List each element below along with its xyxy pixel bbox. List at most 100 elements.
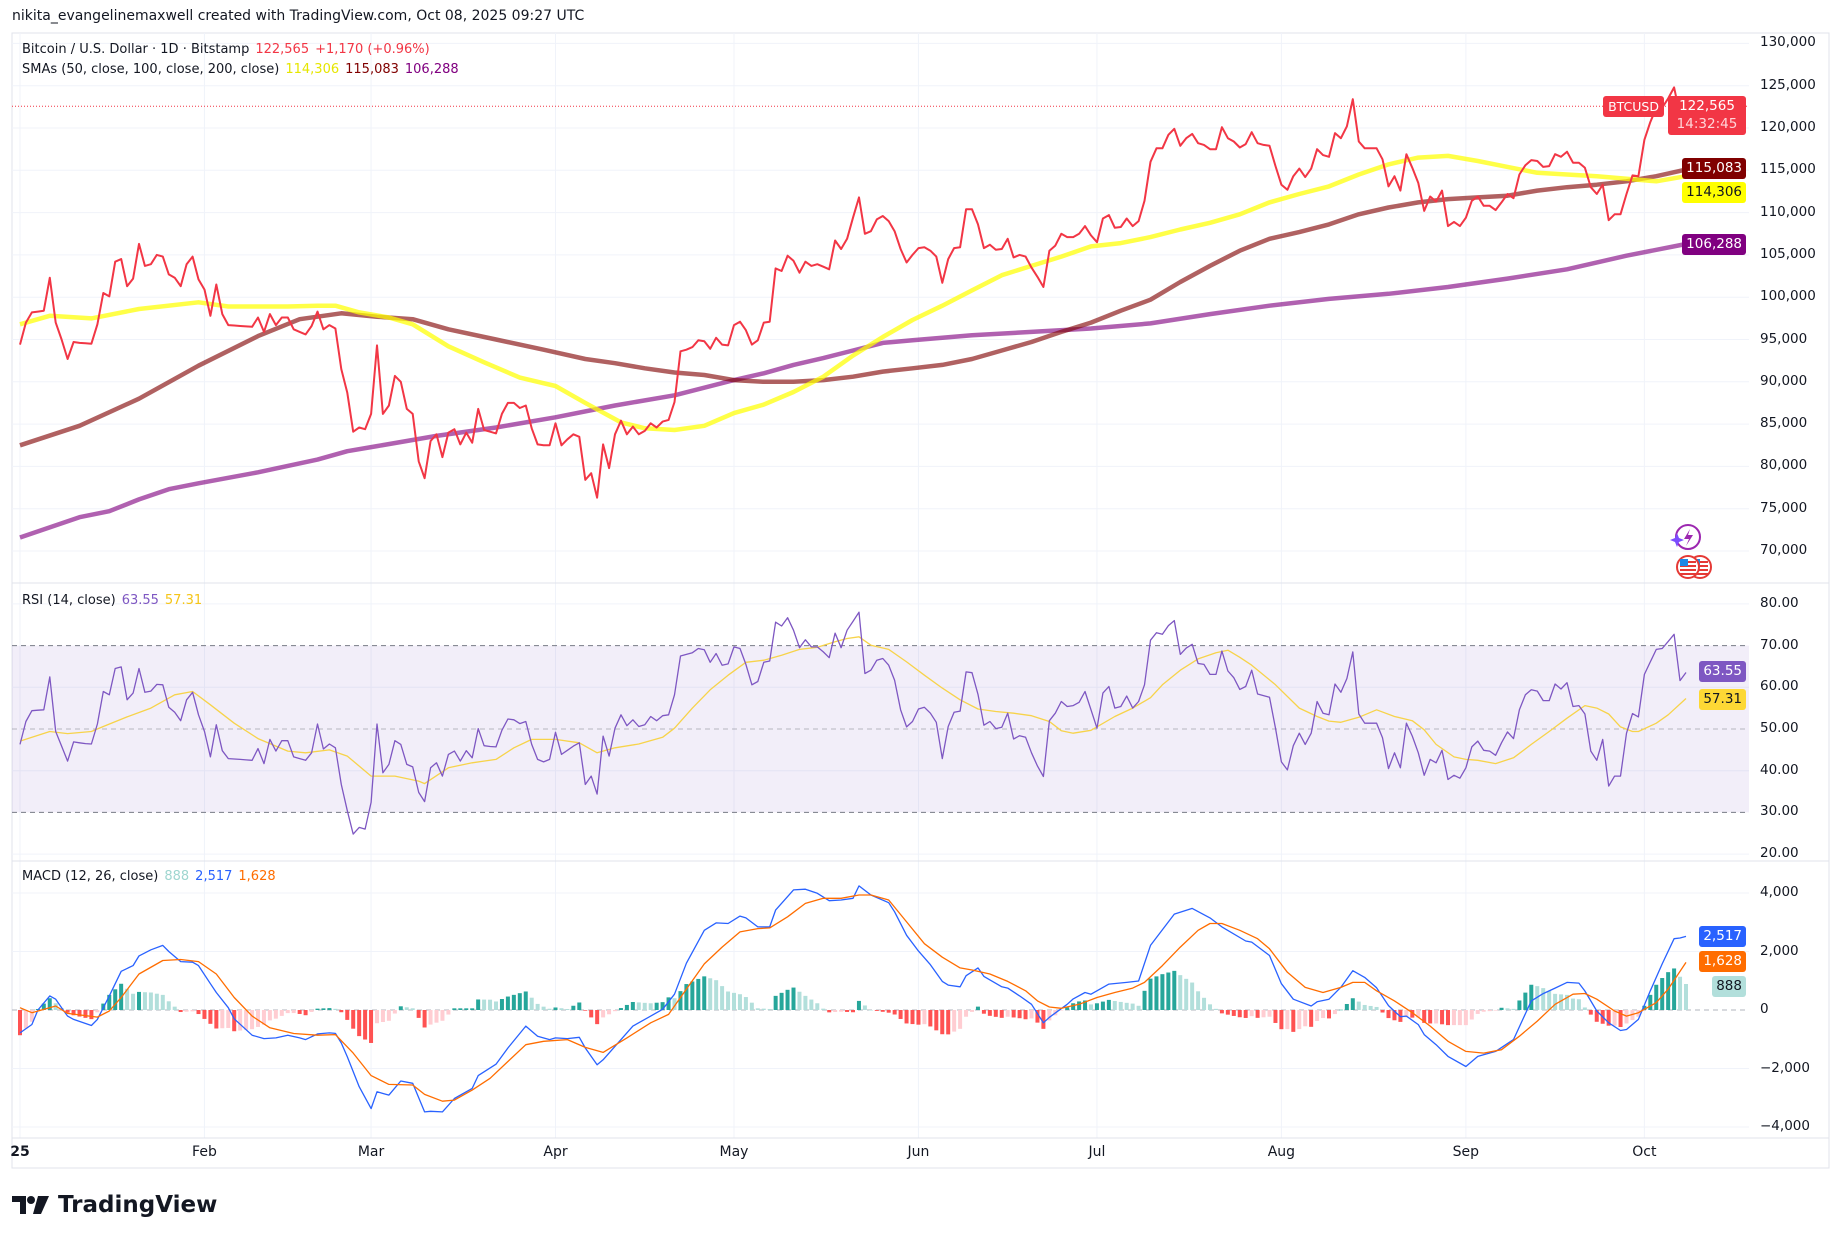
macd-histogram-bar [1654,984,1659,1010]
macd-histogram-bar [1303,1010,1308,1027]
macd-histogram-bar [1327,1010,1331,1019]
macd-histogram-bar [1148,978,1153,1010]
macd-histogram-bar [648,1003,653,1010]
macd-histogram-bar [267,1010,272,1021]
macd-histogram-bar [934,1010,939,1031]
macd-histogram-bar [95,1010,100,1013]
macd-line [19,885,1687,1113]
macd-histogram-bar [214,1010,219,1029]
macd-histogram-bar [178,1010,183,1013]
macd-histogram-bar [1029,1010,1034,1019]
macd-histogram-bar [1291,1010,1296,1032]
macd-histogram-bar [1017,1010,1022,1019]
rsi-tick-label: 60.00 [1760,678,1799,695]
macd-histogram-bar [1321,1010,1326,1019]
macd-tick-label: 4,000 [1760,884,1799,900]
macd-histogram-bar [1202,997,1207,1010]
macd-histogram-bar [1570,998,1575,1010]
macd-histogram-bar [541,1006,546,1010]
rsi-tick-label: 30.00 [1760,803,1799,820]
macd-histogram-bar [1618,1010,1623,1027]
price-tick-label: 105,000 [1760,245,1816,262]
macd-histogram-bar [583,1010,588,1011]
macd-histogram-bar [244,1010,249,1030]
macd-histogram-bar [868,1010,873,1011]
macd-histogram-bar [1541,988,1546,1010]
macd-histogram-bar [1481,1010,1486,1012]
macd-histogram-bar [1231,1010,1236,1016]
macd-histogram-bar [702,976,707,1010]
rsi-tick-label: 40.00 [1760,761,1799,778]
price-tick-label: 115,000 [1760,161,1816,178]
macd-histogram-bar [1243,1010,1248,1018]
macd-histogram-bar [672,998,677,1010]
macd-histogram-bar [1511,1008,1516,1010]
macd-histogram-bar [220,1010,225,1029]
macd-histogram-bar [1041,1010,1046,1029]
price-change: +1,170 (+0.96%) [315,42,430,57]
macd-histogram-bar [1089,1004,1093,1010]
macd-histogram-bar [339,1010,344,1013]
macd-histogram-bar [196,1010,201,1015]
macd-histogram-bar [464,1008,469,1010]
macd-histogram-bar [1648,994,1653,1010]
macd-histogram-bar [1356,1001,1361,1010]
macd-histogram-bar [422,1010,427,1028]
macd-histogram-bar [720,986,725,1010]
macd-histogram-bar [333,1008,338,1010]
macd-histogram-bar [732,992,736,1010]
macd-histogram-bar [1315,1010,1320,1021]
macd-histogram-bar [636,1002,641,1010]
rsi-ma-value: 57.31 [164,593,203,608]
macd-histogram-bar [803,995,808,1010]
sma-legend[interactable]: SMAs (50, close, 100, close, 200, close)… [22,62,465,77]
macd-histogram-bar [856,1000,861,1010]
price-tick-label: 95,000 [1760,330,1808,347]
macd-tick-label: 0 [1760,1001,1769,1017]
rsi-ma-tag: 57.31 [1699,689,1746,710]
macd-histogram-bar [916,1010,921,1025]
macd-legend[interactable]: MACD (12, 26, close) 888 2,517 1,628 [22,869,282,884]
macd-histogram-bar [202,1010,207,1019]
macd-histogram-bar [535,1003,540,1010]
rsi-line [19,611,1687,835]
macd-histogram-bar [208,1010,213,1024]
rsi-tick-label: 20.00 [1760,845,1799,862]
macd-histogram-bar [767,1008,772,1010]
macd-histogram-bar [696,978,701,1010]
rsi-legend[interactable]: RSI (14, close) 63.55 57.31 [22,593,208,608]
tradingview-logo[interactable]: TradingView [12,1192,217,1218]
macd-histogram-bar [345,1010,350,1020]
rsi-tick-label: 80.00 [1760,594,1799,611]
macd-histogram-bar [1606,1010,1611,1026]
macd-tick-label: −2,000 [1760,1059,1810,1076]
sma100-value: 115,083 [345,62,399,77]
macd-histogram-bar [47,998,52,1010]
macd-histogram-bar [154,993,159,1010]
macd-histogram-bar [184,1010,189,1012]
price-legend[interactable]: Bitcoin / U.S. Dollar · 1D · Bitstamp 122… [22,42,436,57]
macd-histogram-bar [327,1008,332,1010]
macd-histogram-bar [833,1010,838,1013]
macd-histogram-bar [1059,1010,1064,1011]
price-tick-label: 75,000 [1760,499,1808,516]
macd-histogram-bar [321,1008,326,1010]
macd-histogram-bar [660,1002,665,1010]
macd-histogram-bar [1499,1007,1504,1010]
x-tick-label: Jun [907,1144,930,1160]
rsi-tick-label: 50.00 [1760,720,1799,736]
macd-histogram-bar [398,1006,403,1010]
macd-histogram-bar [958,1010,963,1029]
macd-histogram-bar [131,993,136,1010]
macd-histogram-bar [1130,1003,1135,1010]
macd-histogram-bar [511,994,516,1010]
sma50-tag: 114,306 [1682,182,1746,203]
macd-histogram-bar [1136,1005,1141,1010]
macd-histogram-bar [291,1010,296,1014]
macd-histogram-bar [779,992,784,1010]
macd-histogram-bar [297,1010,302,1014]
price-line [19,86,1687,499]
macd-histogram-bar [618,1008,623,1010]
macd-histogram-bar [737,994,742,1010]
